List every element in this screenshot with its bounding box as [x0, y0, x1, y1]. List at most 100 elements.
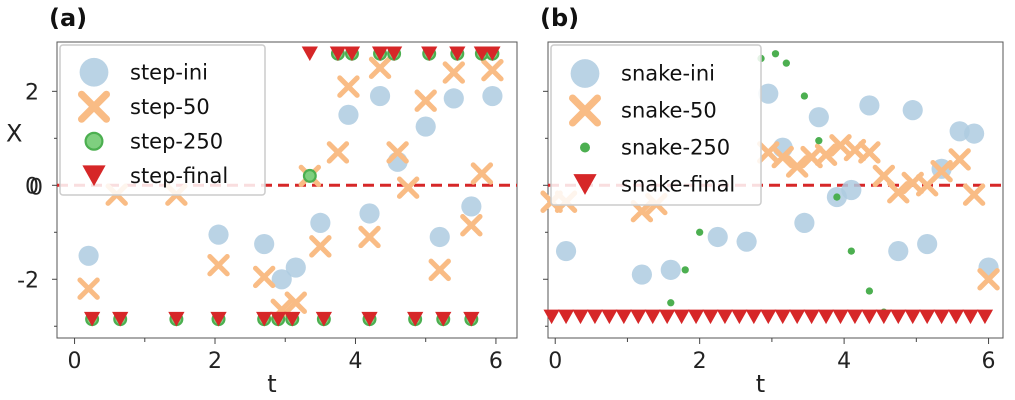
legend-label: step-final — [130, 164, 228, 188]
point-snake-final — [572, 309, 589, 325]
point-snake-50-stroke-b — [785, 155, 809, 178]
point-step-50-stroke-b — [284, 291, 307, 314]
point-snake-250 — [800, 92, 809, 100]
legend-marker-step-250 — [84, 131, 104, 151]
point-step-final — [463, 311, 480, 327]
x-axis-label: t — [267, 370, 276, 398]
point-snake-final — [846, 309, 864, 325]
point-snake-250 — [782, 59, 790, 67]
point-step-50 — [368, 56, 392, 80]
point-snake-final — [832, 309, 849, 325]
point-snake-final — [687, 309, 705, 325]
point-step-final — [83, 311, 101, 327]
point-step-50 — [77, 277, 100, 300]
point-snake-50 — [887, 181, 910, 204]
point-step-50 — [470, 162, 494, 185]
point-snake-final — [745, 309, 762, 325]
point-step-final — [284, 311, 301, 327]
panel-label: (b) — [540, 4, 579, 32]
point-step-50-stroke-b — [428, 258, 451, 282]
point-step-ini — [310, 212, 331, 233]
point-step-50 — [326, 141, 350, 164]
point-snake-final — [760, 309, 777, 325]
point-step-50-stroke-b — [326, 141, 350, 164]
point-snake-250 — [667, 299, 675, 307]
point-step-ini — [369, 85, 391, 107]
x-tick-label: 6 — [489, 349, 503, 374]
point-step-50-stroke-b — [252, 265, 276, 289]
point-snake-ini — [758, 83, 779, 104]
point-snake-50-stroke-b — [948, 148, 971, 171]
legend-label: snake-ini — [621, 62, 715, 86]
point-snake-final — [644, 309, 661, 325]
point-step-final — [270, 311, 287, 327]
point-snake-250 — [833, 193, 841, 201]
point-snake-final — [861, 309, 878, 325]
x-tick-label: 4 — [348, 349, 362, 374]
point-snake-final — [673, 309, 690, 325]
legend-marker-step-ini — [79, 57, 109, 87]
series-step-50 — [77, 56, 504, 322]
y-tick-label: -2 — [17, 268, 39, 293]
point-step-final — [210, 311, 227, 327]
point-step-50 — [252, 265, 276, 289]
point-snake-final — [774, 309, 791, 325]
panel-b: (b)0 2 4 6tsnake-inisnake-50snake-250snake-… — [540, 4, 1004, 398]
point-snake-final — [543, 309, 560, 325]
series-step-final — [83, 46, 501, 327]
point-snake-final — [659, 309, 676, 325]
point-snake-final — [875, 309, 892, 325]
point-snake-final — [630, 309, 647, 325]
point-snake-ini — [631, 264, 652, 285]
point-snake-final — [601, 309, 618, 325]
point-snake-final — [702, 309, 719, 325]
point-step-50-stroke-b — [442, 61, 465, 84]
point-step-ini — [338, 104, 359, 125]
y-tick-label: 0 — [25, 174, 39, 199]
point-snake-final — [803, 309, 820, 325]
point-step-final — [343, 46, 361, 62]
point-step-50-stroke-b — [309, 235, 332, 258]
y-tick-label-zero: 0 — [29, 175, 43, 200]
point-snake-50-stroke-b — [977, 268, 1000, 291]
point-step-ini — [254, 233, 275, 255]
point-snake-50 — [948, 148, 971, 171]
panel-a: (a)0 2 4 6-2020tXstep-inistep-50step-250ste… — [6, 4, 518, 398]
point-step-50 — [337, 75, 360, 98]
legend-marker-snake-250 — [580, 142, 590, 153]
x-tick-label: 0 — [548, 349, 562, 374]
point-step-ini — [482, 85, 503, 107]
point-snake-ini — [808, 107, 829, 128]
point-snake-50 — [814, 143, 838, 166]
point-step-ini — [443, 88, 464, 109]
legend-label: step-ini — [130, 60, 208, 84]
point-snake-50 — [930, 160, 953, 183]
plot-frame — [547, 41, 1004, 339]
point-snake-ini — [888, 240, 909, 262]
x-axis-label: t — [756, 370, 765, 398]
point-step-final — [407, 311, 424, 327]
legend-marker-snake-50 — [569, 94, 601, 127]
point-step-final — [385, 46, 403, 62]
point-step-final — [371, 46, 389, 62]
point-step-final — [256, 311, 273, 327]
point-step-final — [329, 46, 347, 62]
point-step-50-stroke-b — [481, 58, 504, 82]
point-snake-50-stroke-b — [814, 143, 838, 166]
legend-marker-snake-50-stroke-b — [569, 94, 601, 127]
point-snake-final — [962, 309, 979, 325]
point-snake-50-stroke-b — [962, 183, 986, 206]
point-snake-250 — [681, 266, 689, 274]
point-step-50-stroke-b — [396, 176, 420, 199]
point-snake-50-stroke-b — [930, 160, 953, 183]
legend-marker-step-50-stroke-b — [78, 90, 110, 123]
legend-label: step-50 — [130, 95, 210, 119]
point-snake-final — [919, 309, 936, 325]
legend-label: snake-final — [621, 173, 735, 197]
legend-label: snake-250 — [621, 136, 730, 160]
point-step-50-stroke-b — [337, 75, 360, 98]
y-axis-label: X — [6, 120, 22, 148]
point-step-ini — [208, 224, 229, 245]
point-snake-final — [789, 309, 806, 325]
